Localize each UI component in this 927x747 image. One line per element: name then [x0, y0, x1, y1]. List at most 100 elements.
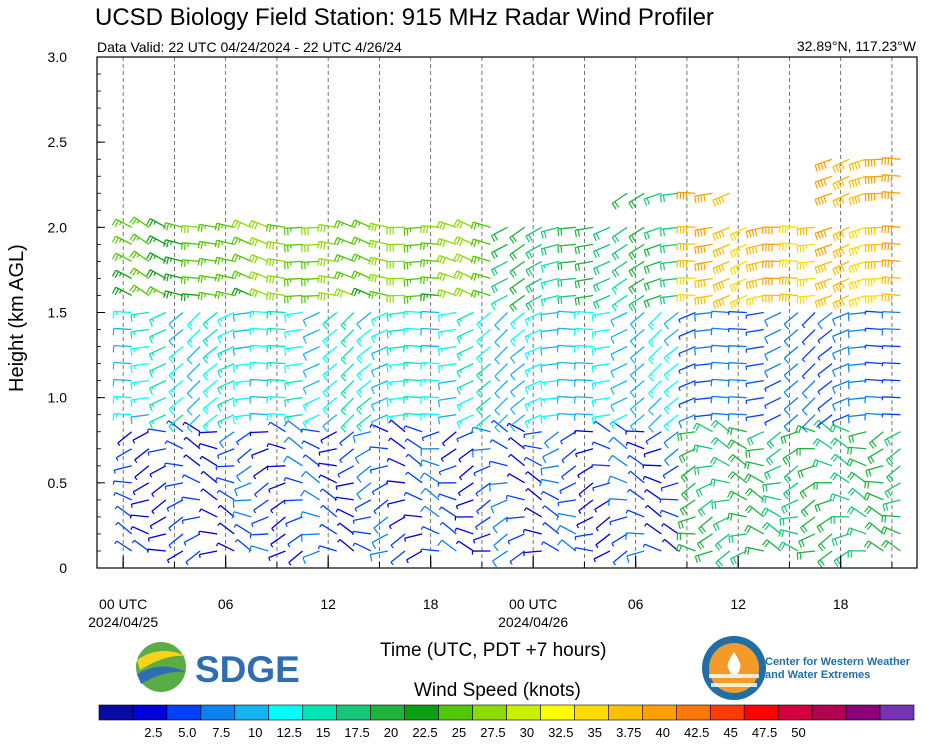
barb-flag — [761, 495, 764, 503]
barb-flag — [420, 487, 426, 495]
barb-flag — [628, 287, 634, 295]
barb-shaft — [406, 550, 423, 561]
barb-flag — [473, 239, 477, 247]
barb-shaft — [303, 397, 320, 406]
barb-flag — [712, 233, 717, 241]
barb-flag — [132, 218, 138, 225]
barb-flag — [272, 259, 275, 267]
barb-flag — [371, 240, 374, 248]
barb-flag — [540, 265, 544, 273]
wind-barb — [219, 431, 235, 449]
wind-barb — [711, 499, 730, 510]
barb-flag — [832, 474, 838, 481]
wind-barb — [168, 397, 184, 415]
barb-shaft — [459, 465, 474, 478]
wind-barb — [284, 311, 303, 322]
barb-flag — [540, 282, 544, 290]
barb-half-flag — [745, 417, 748, 422]
barb-flag — [470, 290, 474, 298]
barb-flag — [453, 270, 458, 278]
barb-shaft — [869, 431, 884, 444]
barb-shaft — [286, 455, 303, 467]
barb-flag — [799, 296, 802, 304]
barb-flag — [887, 277, 890, 285]
barb-shaft — [234, 482, 252, 491]
barb-half-flag — [678, 404, 681, 409]
wind-barb — [829, 493, 850, 502]
barb-shaft — [322, 380, 338, 393]
barb-half-flag — [650, 373, 654, 378]
barb-half-flag — [149, 474, 153, 478]
barb-flag — [254, 239, 258, 247]
barb-half-flag — [217, 522, 221, 527]
barb-flag — [802, 279, 805, 287]
barb-flag — [659, 297, 662, 305]
barb-flag — [511, 269, 517, 277]
barb-half-flag — [220, 386, 223, 391]
barb-half-flag — [183, 454, 187, 458]
barb-shaft — [524, 528, 542, 535]
barb-flag — [854, 264, 858, 272]
wind-barb — [371, 482, 389, 496]
barb-half-flag — [475, 493, 479, 497]
barb-half-flag — [560, 440, 563, 445]
sdge-logo-swoosh-yellow — [137, 650, 186, 670]
barb-flag — [851, 163, 855, 171]
barb-flag — [511, 303, 517, 311]
barb-half-flag — [221, 292, 224, 297]
barb-shaft — [115, 269, 133, 280]
y-tick-label: 0 — [59, 560, 67, 576]
wind-barb — [232, 499, 252, 508]
barb-shaft — [251, 448, 269, 456]
barb-flag — [543, 247, 547, 256]
barb-flag — [711, 502, 714, 510]
barb-shaft — [130, 414, 149, 418]
wind-barb — [180, 242, 201, 251]
barb-half-flag — [130, 526, 133, 531]
barb-half-flag — [527, 369, 530, 373]
barb-flag — [730, 473, 736, 480]
barb-shaft — [783, 414, 799, 427]
barb-flag — [884, 294, 887, 302]
barb-flag — [700, 508, 706, 515]
barb-half-flag — [644, 489, 648, 493]
wind-barb — [848, 192, 867, 206]
barb-flag — [200, 275, 203, 283]
barb-flag — [832, 302, 837, 310]
barb-flag — [832, 234, 837, 242]
barb-shaft — [610, 414, 628, 424]
wind-barb — [470, 426, 491, 435]
barb-shaft — [694, 414, 713, 418]
barb-half-flag — [507, 540, 511, 545]
wind-barb — [661, 538, 679, 552]
barb-flag — [130, 365, 133, 373]
wind-barb — [746, 431, 765, 446]
wind-barb — [847, 311, 867, 322]
barb-half-flag — [183, 436, 187, 441]
wind-barb — [611, 260, 628, 278]
barb-flag — [560, 245, 563, 253]
barb-flag — [851, 299, 855, 307]
barb-flag — [835, 301, 840, 309]
barb-shaft — [404, 378, 423, 382]
barb-flag — [574, 298, 577, 306]
barb-half-flag — [661, 539, 666, 543]
wind-barb — [796, 447, 816, 456]
barb-flag — [823, 230, 827, 238]
wind-barb — [437, 539, 457, 552]
barb-flag — [370, 421, 375, 429]
barb-half-flag — [666, 406, 670, 411]
wind-barb — [302, 454, 321, 467]
barb-half-flag — [645, 441, 649, 445]
barb-flag — [237, 222, 241, 230]
barb-flag — [816, 526, 822, 533]
barb-flag — [829, 472, 835, 479]
barb-flag — [851, 231, 855, 239]
barb-shaft — [764, 311, 782, 322]
wind-barb — [386, 480, 406, 485]
barb-shaft — [848, 311, 867, 315]
wind-barb — [148, 414, 167, 429]
barb-flag — [820, 231, 824, 239]
wind-barb — [164, 462, 184, 467]
barb-flag — [730, 513, 733, 521]
